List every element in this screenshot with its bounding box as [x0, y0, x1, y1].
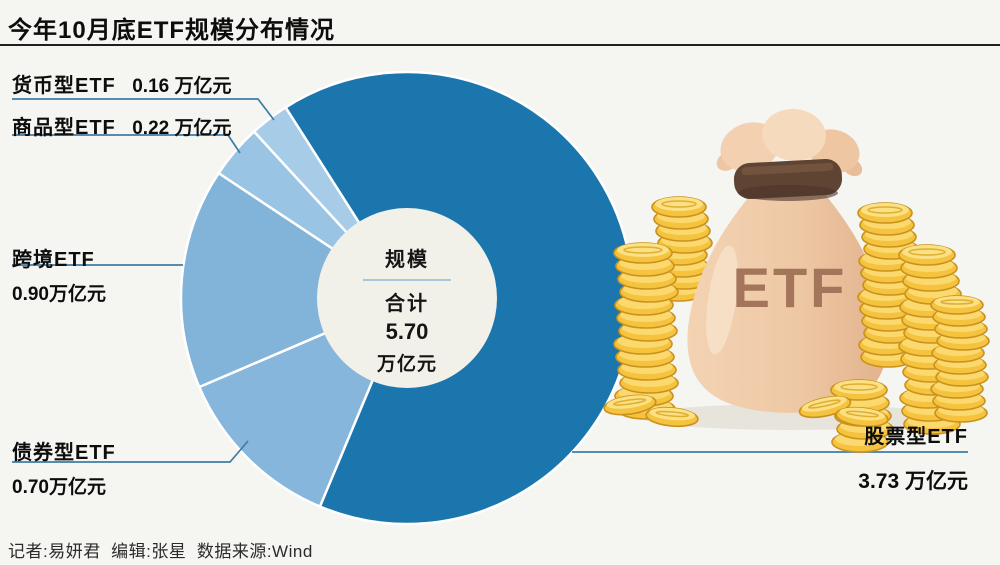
- coin-stacks-front: [603, 202, 990, 453]
- label-currency-name: 货币型ETF: [12, 75, 116, 97]
- bag-body: [687, 193, 888, 413]
- credits-line: 记者:易妍君 编辑:张星 数据来源:Wind: [8, 542, 313, 561]
- center-divider: [363, 279, 451, 281]
- bag-highlight: [706, 245, 738, 355]
- donut-center-hole: [317, 208, 497, 388]
- label-commodity: 商品型ETF 0.22 万亿元: [12, 111, 232, 140]
- loose-coin: [645, 406, 699, 428]
- center-total-label: 合计: [385, 293, 429, 315]
- pie-slice-crossborder: [179, 171, 409, 389]
- label-stock-name: 股票型ETF: [864, 426, 968, 448]
- loose-coin: [835, 406, 889, 428]
- center-scale-label: 规模: [385, 249, 429, 271]
- label-commodity-value: 0.22 万亿元: [132, 118, 232, 139]
- label-stock-value: 3.73 万亿元: [858, 470, 968, 493]
- center-total-value: 5.70: [385, 319, 429, 344]
- leader-line-commodity: [12, 134, 241, 154]
- money-bag: ETF: [687, 108, 888, 413]
- loose-coin: [603, 394, 657, 416]
- label-stock: 股票型ETF 3.73 万亿元: [858, 420, 968, 495]
- label-crossborder-name: 跨境ETF: [12, 249, 95, 271]
- donut-center-text: 规模 合计 5.70 万亿元: [317, 243, 497, 376]
- coin-stack: [613, 242, 679, 420]
- label-crossborder-value: 0.90万亿元: [12, 284, 106, 305]
- leader-lines: [12, 98, 968, 463]
- leader-line-bond: [12, 440, 249, 463]
- coin-stack: [930, 295, 990, 423]
- leader-line-currency: [12, 98, 275, 121]
- money-bag-illustration: ETF: [603, 108, 990, 453]
- label-bond-value: 0.70万亿元: [12, 477, 106, 498]
- label-bond: 债券型ETF 0.70万亿元: [12, 436, 116, 499]
- bag-knot: [716, 108, 863, 177]
- label-currency: 货币型ETF 0.16 万亿元: [12, 69, 232, 98]
- etf-bag-text: ETF: [733, 256, 848, 319]
- label-bond-name: 债券型ETF: [12, 442, 116, 464]
- page-title: 今年10月底ETF规模分布情况: [8, 17, 336, 44]
- coin-stack: [857, 202, 919, 368]
- bag-tie-band: [733, 159, 843, 201]
- title-underline: [0, 44, 1000, 46]
- label-currency-value: 0.16 万亿元: [132, 76, 232, 97]
- center-total-unit: 万亿元: [376, 354, 437, 375]
- label-commodity-name: 商品型ETF: [12, 117, 116, 139]
- label-crossborder: 跨境ETF 0.90万亿元: [12, 243, 106, 306]
